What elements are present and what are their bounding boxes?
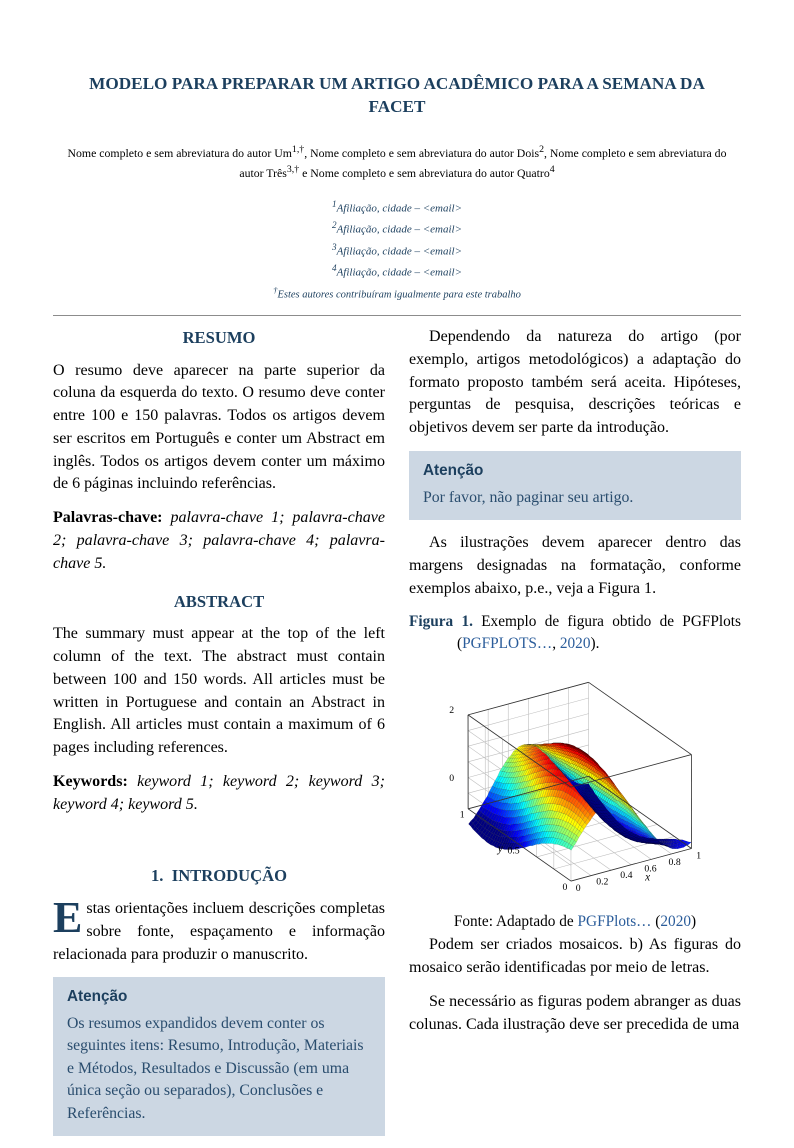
svg-text:2: 2	[449, 705, 454, 716]
svg-text:y: y	[497, 843, 503, 855]
svg-text:1: 1	[696, 850, 701, 861]
svg-text:0.2: 0.2	[596, 877, 608, 888]
svg-text:0: 0	[449, 773, 454, 784]
svg-text:0: 0	[563, 882, 568, 893]
svg-text:1: 1	[460, 810, 465, 821]
svg-text:0: 0	[576, 883, 581, 894]
svg-text:0.5: 0.5	[507, 846, 519, 857]
svg-text:x: x	[644, 872, 650, 884]
svg-text:0.4: 0.4	[620, 870, 632, 881]
svg-text:0.8: 0.8	[669, 857, 681, 868]
